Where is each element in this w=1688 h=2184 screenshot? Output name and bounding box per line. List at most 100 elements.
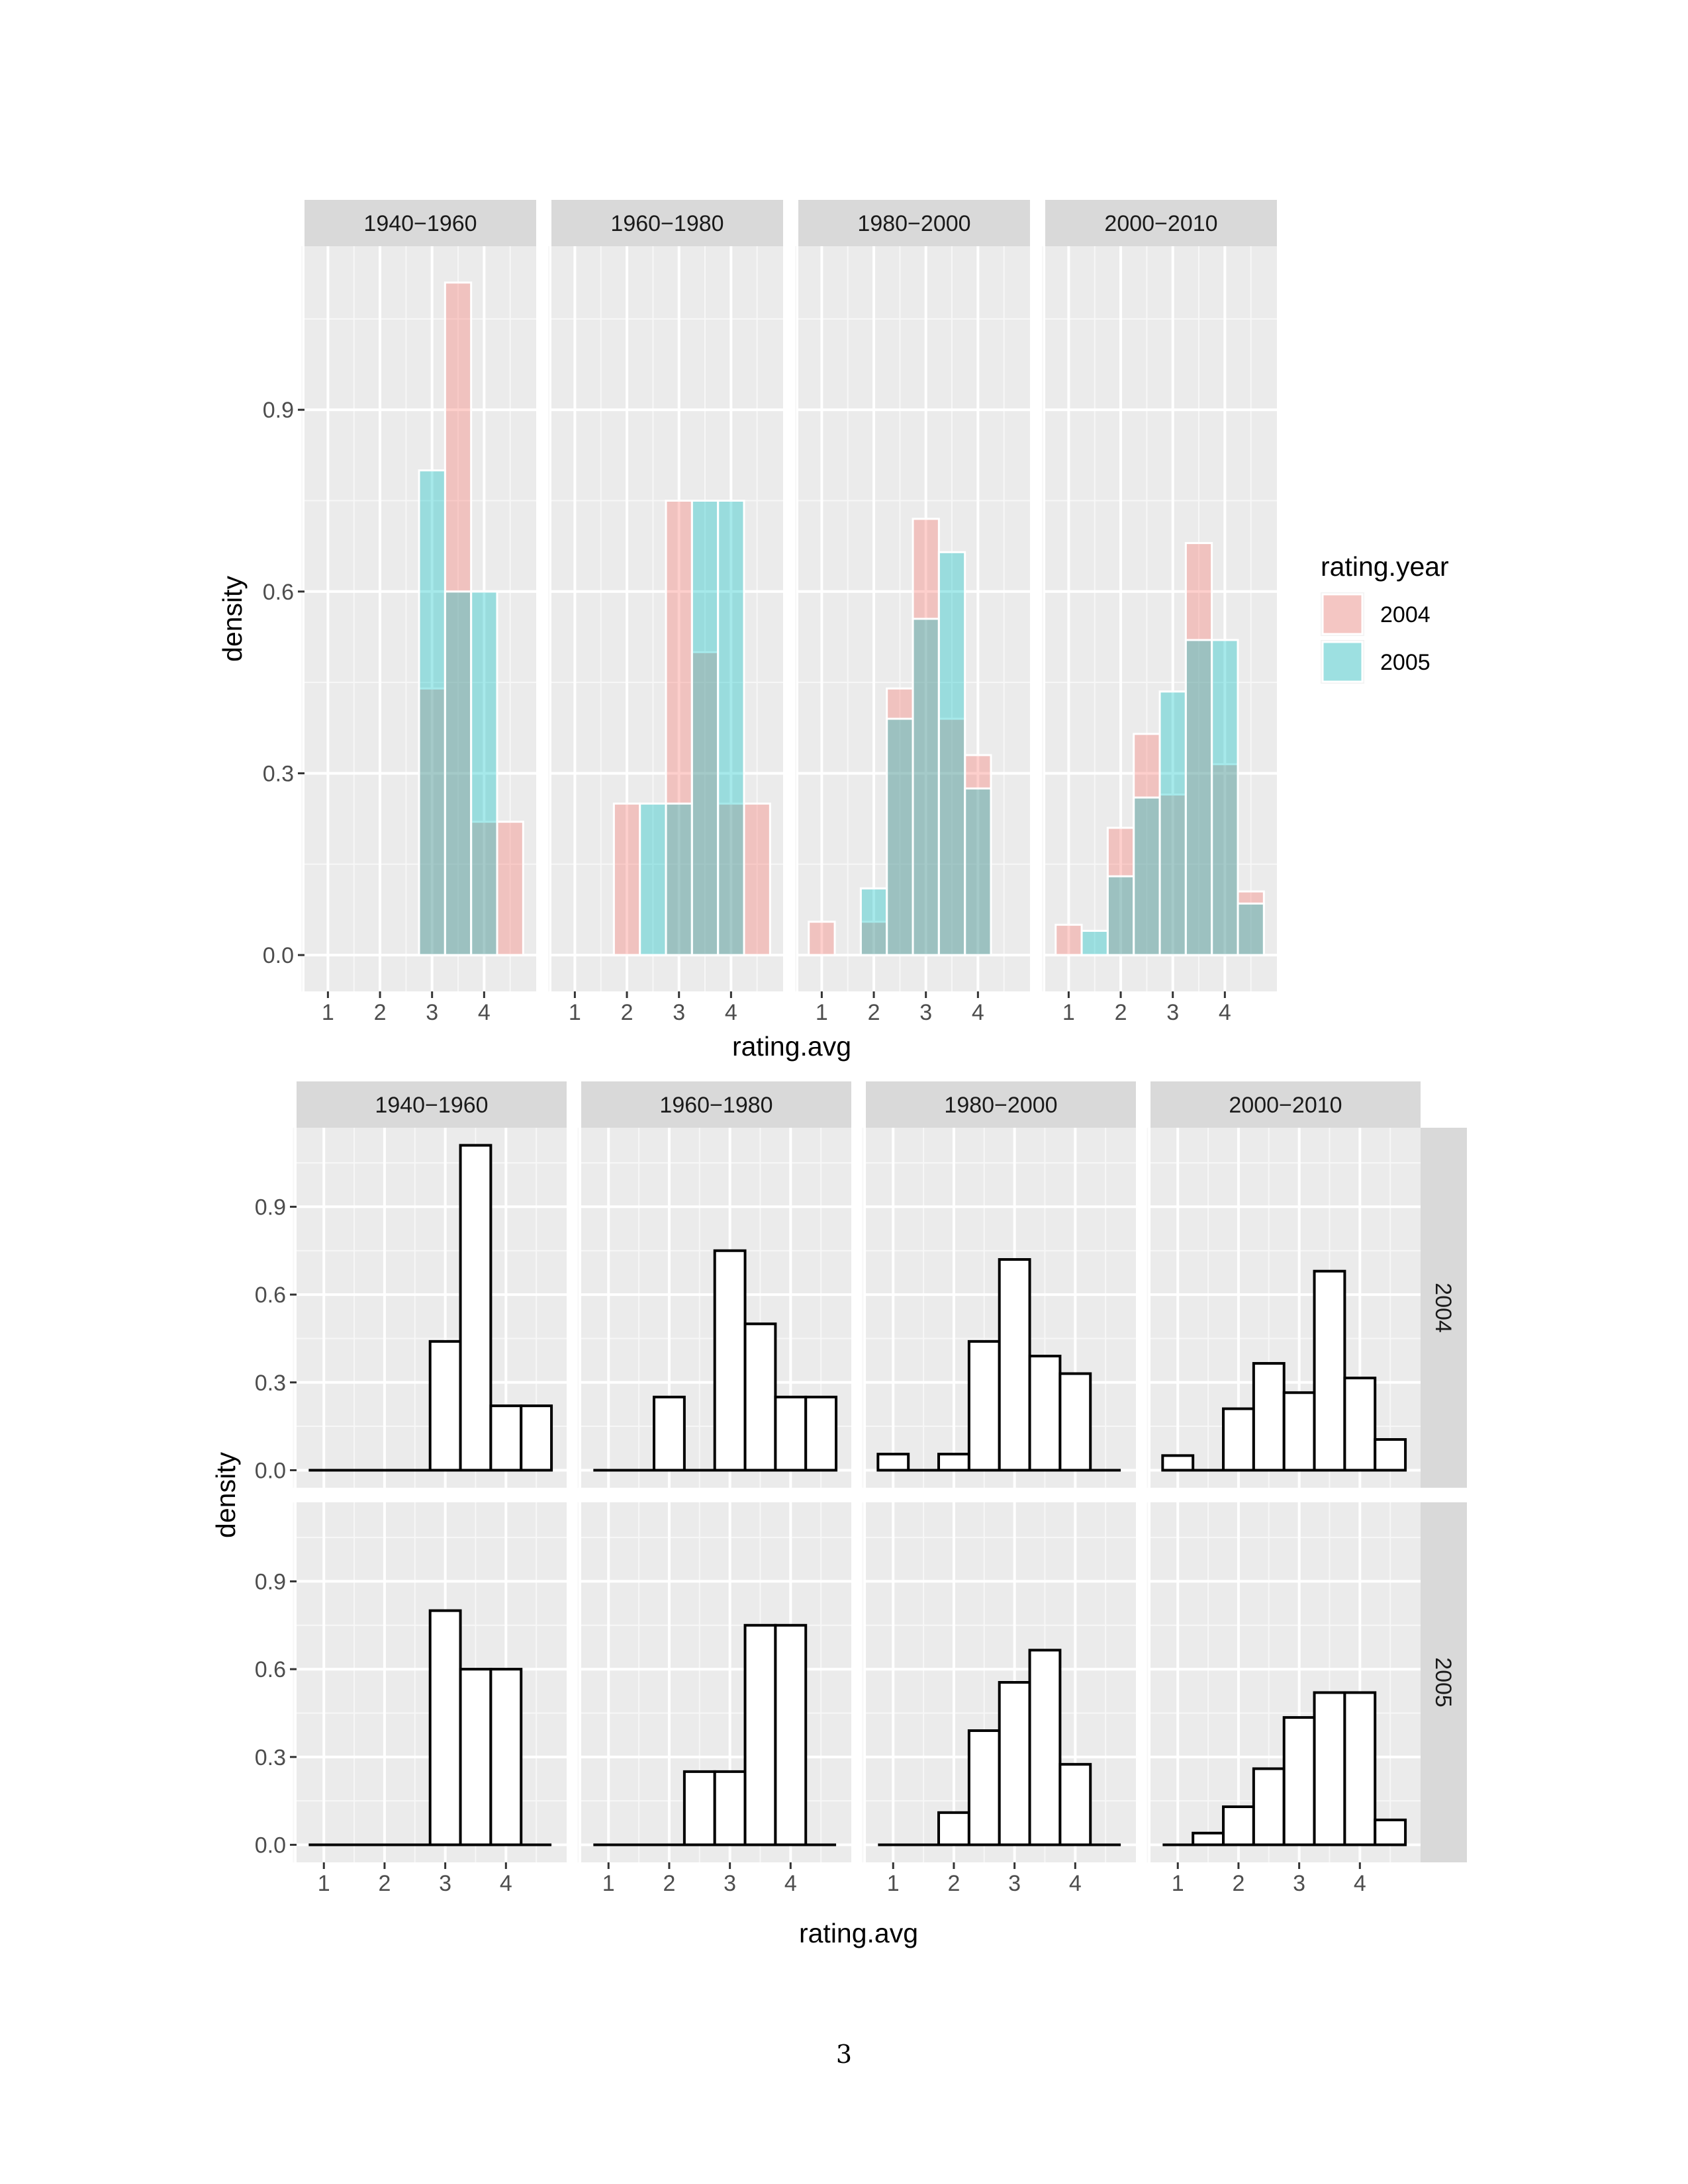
y-tick-label: 0.0: [255, 1833, 286, 1858]
x-tick-label: 3: [1166, 1000, 1179, 1025]
y-tick-label: 0.6: [255, 1657, 286, 1682]
histogram-bar: [998, 1258, 1031, 1472]
x-tick-label: 4: [725, 1000, 737, 1025]
histogram-bar: [1313, 1691, 1346, 1846]
histogram-bar-2005: [1080, 929, 1109, 956]
histogram-bar: [743, 1623, 777, 1846]
histogram-bar-2005: [690, 499, 720, 956]
histogram-bar: [1374, 1438, 1407, 1472]
histogram-bar-2005: [1106, 875, 1135, 956]
x-tick-label: 4: [1219, 1000, 1231, 1025]
histogram-bar-2004: [665, 499, 693, 956]
histogram-bar-2005: [964, 787, 992, 956]
histogram-bar: [743, 1322, 777, 1472]
facet-strip-label: 1960−1980: [659, 1093, 773, 1118]
histogram-bar-2005: [470, 590, 498, 956]
histogram-bar-2004: [496, 821, 524, 956]
histogram-bar: [774, 1395, 808, 1472]
histogram-bar-2004: [1133, 733, 1161, 956]
histogram-bar-2005: [639, 802, 667, 956]
histogram-bar-2005: [1211, 639, 1239, 956]
legend-key-2005: [1321, 641, 1364, 683]
histogram-bar: [1343, 1691, 1377, 1846]
histogram-bar-2004: [808, 921, 836, 956]
x-axis-title: rating.avg: [732, 1031, 851, 1062]
x-tick-label: 3: [1008, 1871, 1021, 1896]
histogram-bar-2004: [690, 651, 720, 956]
x-tick-label: 1: [602, 1871, 615, 1896]
facet-strip-label: 2000−2010: [1104, 211, 1217, 236]
histogram-bar: [1028, 1354, 1062, 1472]
x-tick-label: 1: [887, 1871, 900, 1896]
histogram-bar: [967, 1729, 1001, 1846]
y-tick-label: 0.9: [255, 1569, 286, 1594]
legend-key-2004: [1321, 593, 1364, 635]
x-tick-label: 2: [947, 1871, 960, 1896]
y-tick-label: 0.3: [263, 761, 294, 786]
x-tick-label: 2: [1115, 1000, 1127, 1025]
x-tick-label: 3: [439, 1871, 451, 1896]
x-axis-title: rating.avg: [799, 1918, 918, 1948]
x-tick-label: 3: [724, 1871, 736, 1896]
x-tick-label: 4: [784, 1871, 797, 1896]
facet-strip-label: 1960−1980: [610, 211, 724, 236]
histogram-bar: [653, 1395, 686, 1472]
histogram-bar-2005: [444, 590, 473, 956]
x-tick-label: 1: [816, 1000, 828, 1025]
histogram-bar: [1343, 1377, 1377, 1472]
x-tick-label: 4: [972, 1000, 984, 1025]
histogram-bar-2005: [1133, 796, 1161, 956]
histogram-bar-2005: [717, 499, 745, 956]
histogram-bar: [459, 1144, 492, 1472]
histogram-bar-2005: [859, 887, 888, 956]
histogram-bar: [1028, 1649, 1062, 1846]
histogram-bar: [1222, 1805, 1255, 1846]
histogram-bar: [1058, 1372, 1092, 1472]
histogram-bar: [1192, 1831, 1225, 1846]
legend-label: 2005: [1380, 650, 1430, 675]
x-tick-label: 2: [1232, 1871, 1244, 1896]
y-axis-title: density: [217, 576, 248, 662]
x-tick-label: 2: [663, 1871, 675, 1896]
legend-title: rating.year: [1321, 551, 1449, 582]
y-tick-label: 0.0: [263, 943, 294, 968]
facet-strip-label: 1940−1960: [363, 211, 477, 236]
facet-strip: [581, 1081, 851, 1128]
histogram-bar: [937, 1453, 970, 1472]
histogram-bar-2005: [1158, 690, 1187, 956]
facet-strip-label: 1940−1960: [375, 1093, 488, 1118]
histogram-bar: [1282, 1716, 1316, 1846]
histogram-bar-2005: [912, 617, 940, 956]
histogram-bar: [682, 1770, 716, 1846]
page-number: 3: [835, 2040, 853, 2069]
histogram-bar: [1252, 1362, 1286, 1472]
histogram-bar-2005: [665, 802, 693, 956]
facet-strip: [551, 200, 783, 246]
histogram-bar-2005: [937, 551, 966, 956]
x-tick-label: 3: [673, 1000, 685, 1025]
x-tick-label: 4: [1069, 1871, 1082, 1896]
legend-key-background: [1321, 592, 1364, 636]
histogram-bar: [520, 1404, 553, 1472]
x-tick-label: 1: [318, 1871, 330, 1896]
histogram-bar: [998, 1681, 1031, 1846]
histogram-bar: [1161, 1454, 1195, 1472]
histogram-bar-2004: [743, 802, 771, 956]
y-tick-label: 0.0: [255, 1458, 286, 1483]
histogram-bar-2005: [1237, 902, 1265, 956]
y-tick-label: 0.3: [255, 1745, 286, 1770]
y-tick-label: 0.6: [263, 580, 294, 605]
facet-strip-label: 2000−2010: [1229, 1093, 1342, 1118]
x-tick-label: 1: [569, 1000, 581, 1025]
histogram-bar: [1222, 1407, 1255, 1472]
facet-strip-label: 2004: [1430, 1283, 1456, 1333]
facet-strip: [1150, 1081, 1421, 1128]
histogram-bar: [1313, 1269, 1346, 1472]
histogram-bar: [1374, 1818, 1407, 1846]
histogram-bar: [489, 1668, 523, 1846]
facet-strip: [1421, 1502, 1467, 1862]
legend-label: 2004: [1380, 602, 1430, 627]
histogram-bar-2004: [612, 802, 641, 956]
histogram-bar: [713, 1770, 747, 1846]
